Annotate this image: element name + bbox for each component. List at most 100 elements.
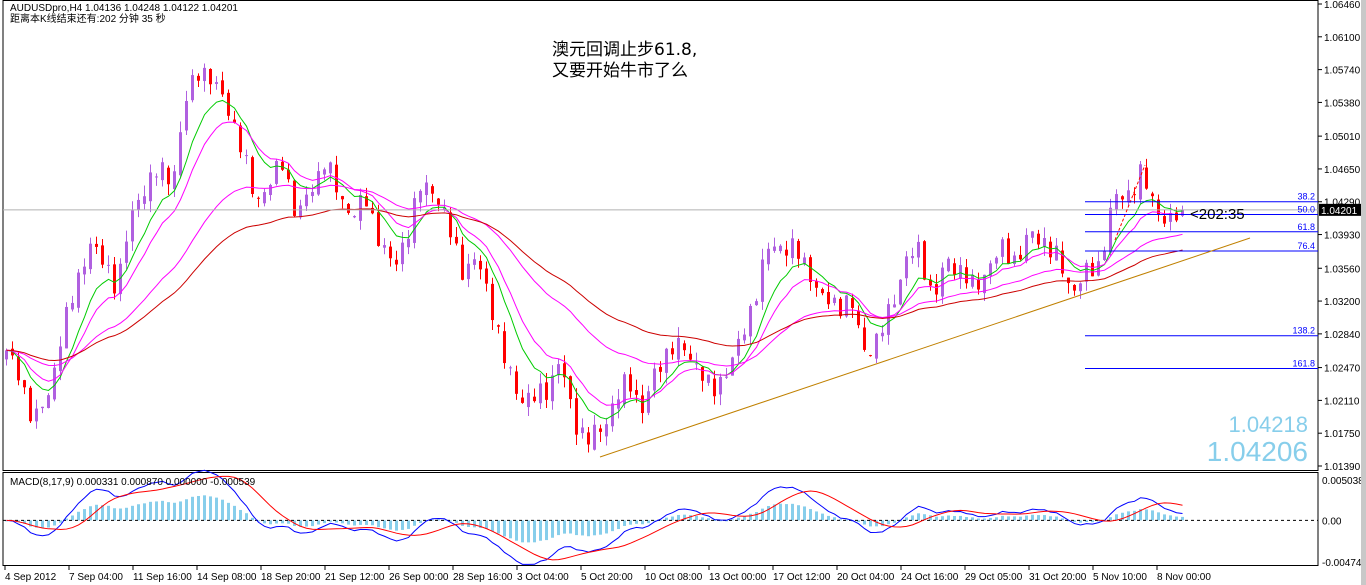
macd-histogram-bar (167, 502, 170, 521)
macd-histogram-bar (953, 515, 956, 521)
candle (1133, 187, 1136, 204)
macd-histogram-bar (209, 496, 212, 521)
macd-histogram-bar (509, 520, 512, 539)
candle (281, 156, 284, 172)
macd-histogram-bar (53, 520, 56, 526)
candle (911, 247, 914, 264)
macd-histogram-bar (311, 520, 314, 527)
macd-histogram-bar (371, 520, 374, 526)
candle (53, 362, 56, 402)
macd-histogram-bar (527, 520, 530, 543)
macd-histogram-bar (785, 504, 788, 521)
candle-body (863, 327, 866, 350)
candle-body (1175, 212, 1178, 221)
candle-body (401, 242, 404, 265)
candle (707, 374, 710, 386)
candle-body (911, 255, 914, 259)
candle (545, 373, 548, 408)
macd-histogram-bar (383, 520, 386, 529)
macd-histogram-bar (35, 520, 38, 528)
candle (407, 230, 410, 255)
candle-body (641, 395, 644, 414)
candle-body (1067, 277, 1070, 284)
candle-body (257, 197, 260, 199)
bar-timer-label: <202:35 (1190, 206, 1245, 223)
candle (371, 201, 374, 215)
candle (533, 388, 536, 403)
fib-base-line (1114, 164, 1146, 241)
trendline (599, 237, 1251, 458)
candle-body (137, 199, 140, 210)
candle-body (347, 203, 350, 213)
candle-body (929, 279, 932, 286)
candle-body (113, 264, 116, 294)
candle (671, 341, 674, 360)
candle (59, 336, 62, 381)
candle-body (71, 302, 74, 310)
candle (1007, 232, 1010, 265)
candle (341, 195, 344, 209)
macd-y-tick-label: -0.00474 (1322, 558, 1362, 569)
macd-histogram-bar (221, 499, 224, 521)
y-tick-label: 1.02110 (1324, 396, 1360, 407)
candle (47, 393, 50, 409)
candle-body (719, 376, 722, 395)
candle (581, 418, 584, 439)
macd-histogram-bar (1061, 518, 1064, 521)
candle-body (977, 279, 980, 290)
candle-body (821, 289, 824, 294)
candle-body (1133, 194, 1136, 196)
macd-histogram-bar (809, 509, 812, 521)
candle-body (1025, 234, 1028, 262)
candle-body (35, 408, 38, 422)
candle (413, 191, 416, 249)
candle-body (851, 298, 854, 308)
candle (1067, 277, 1070, 294)
candle (179, 121, 182, 179)
candle-body (989, 263, 992, 276)
candle (1031, 231, 1034, 244)
candle-body (1157, 199, 1160, 215)
candle (1115, 189, 1118, 216)
candle-body (419, 190, 422, 203)
macd-histogram-bar (173, 502, 176, 521)
candle (485, 261, 488, 292)
candle-body (995, 257, 998, 264)
chart-info: AUDUSDpro,H4 1.04136 1.04248 1.04122 1.0… (10, 3, 238, 25)
candle (23, 379, 26, 395)
macd-histogram-bar (1133, 510, 1136, 521)
macd-histogram-bar (77, 511, 80, 521)
bar-countdown-label: 距离本K线结束还有:202 分钟 35 秒 (10, 14, 166, 25)
annotation-text[interactable]: 澳元回调止步61.8, 又要开始牛市了么 (552, 40, 697, 82)
macd-histogram-bar (839, 519, 842, 521)
candle (1109, 198, 1112, 256)
candle (197, 73, 200, 88)
candle (293, 179, 296, 218)
window-edge-scrollbar[interactable] (1361, 0, 1366, 585)
fib-level-label: 38.2 (1297, 192, 1315, 202)
candle (161, 157, 164, 187)
candle-body (359, 195, 362, 221)
macd-histogram-bar (437, 519, 440, 521)
x-tick-label: 10 Oct 08:00 (645, 572, 703, 583)
macd-histogram-bar (275, 520, 278, 524)
x-tick-label: 5 Nov 10:00 (1093, 572, 1147, 583)
candle-body (533, 396, 536, 402)
candle (1025, 228, 1028, 264)
bid-price: 1.04206 (1206, 436, 1308, 467)
candle (953, 258, 956, 280)
candle (461, 236, 464, 281)
candle (635, 379, 638, 403)
candle-body (743, 334, 746, 341)
candle-body (503, 331, 506, 364)
macd-histogram-bar (1043, 515, 1046, 521)
candle-body (1109, 207, 1112, 253)
candle (905, 251, 908, 287)
ma-slow-line (6, 208, 1183, 361)
candle (665, 347, 668, 384)
macd-histogram-bar (557, 520, 560, 536)
macd-histogram-bar (317, 520, 320, 525)
ma-mid-line (6, 121, 1183, 406)
macd-histogram-bar (179, 501, 182, 521)
